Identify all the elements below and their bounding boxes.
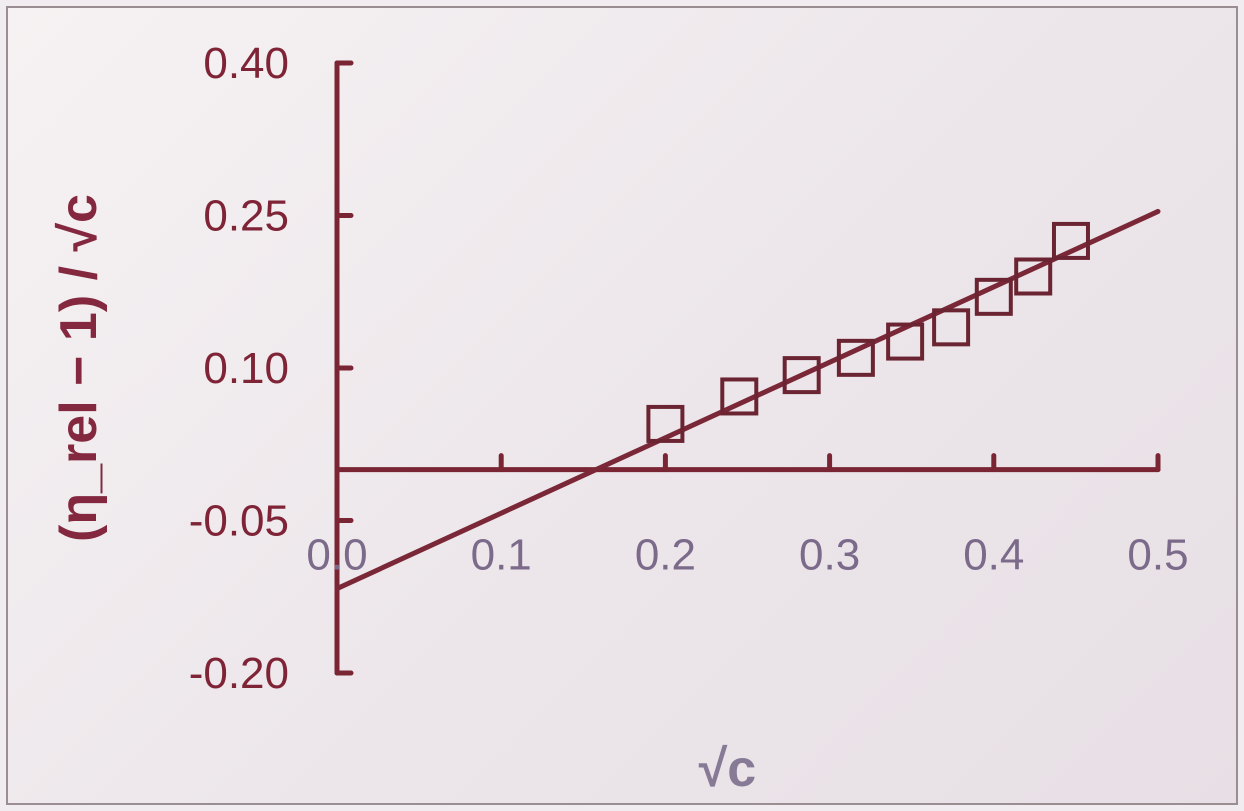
data-point-marker bbox=[974, 277, 1013, 316]
data-points-group bbox=[646, 221, 1090, 443]
data-point-marker bbox=[1014, 257, 1053, 296]
x-tick-label: 0.2 bbox=[635, 531, 696, 580]
y-tick-label: -0.20 bbox=[189, 649, 289, 698]
x-tick-label: 0.4 bbox=[963, 531, 1024, 580]
y-tick-label: 0.10 bbox=[203, 344, 289, 393]
x-tick-label: 0.5 bbox=[1127, 531, 1188, 580]
x-tick-label: 0.1 bbox=[471, 531, 532, 580]
axes-group bbox=[334, 60, 1161, 676]
data-point-marker bbox=[782, 356, 821, 395]
data-point-marker bbox=[886, 322, 925, 361]
viscosity-chart: 0.40 0.25 0.10 -0.05 -0.20 0.0 0.1 0.2 0.3 0.4 0.5… bbox=[50, 39, 1189, 798]
fit-line-group bbox=[334, 208, 1161, 592]
figure-frame: 0.40 0.25 0.10 -0.05 -0.20 0.0 0.1 0.2 0.3 0.4 0.5… bbox=[6, 6, 1238, 805]
y-tick-label: 0.40 bbox=[203, 39, 289, 88]
data-point-marker bbox=[646, 404, 685, 443]
y-tick-label: 0.25 bbox=[203, 192, 289, 241]
fit-line bbox=[334, 208, 1161, 592]
y-axis-title: (η_rel − 1) / √c bbox=[50, 194, 108, 542]
x-axis-title: √c bbox=[699, 740, 756, 798]
y-tick-label: -0.05 bbox=[189, 497, 289, 546]
data-point-marker bbox=[836, 338, 875, 377]
x-tick-label: 0.0 bbox=[306, 531, 367, 580]
tick-labels-group: 0.40 0.25 0.10 -0.05 -0.20 0.0 0.1 0.2 0.3 0.4 0.5 bbox=[189, 39, 1189, 698]
data-point-marker bbox=[1051, 221, 1090, 260]
x-tick-label: 0.3 bbox=[799, 531, 860, 580]
data-point-marker bbox=[932, 308, 971, 347]
data-point-marker bbox=[720, 377, 759, 416]
